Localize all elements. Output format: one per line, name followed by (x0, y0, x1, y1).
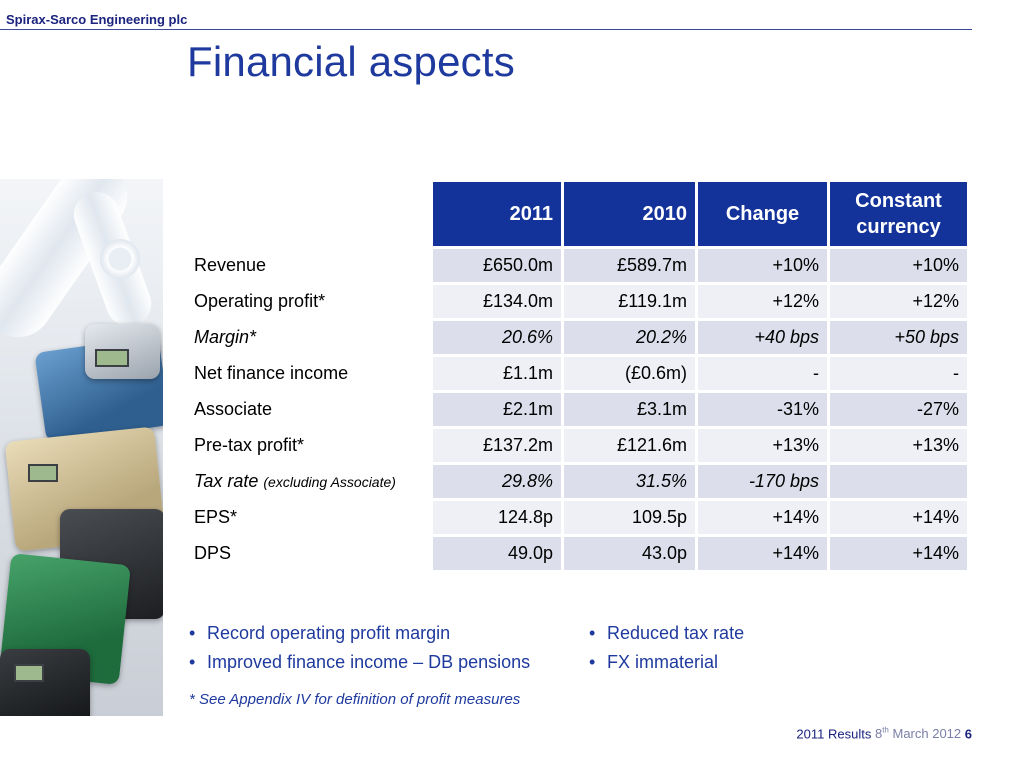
cell-constant-currency: +14% (830, 501, 967, 534)
cell-2011: £134.0m (433, 285, 561, 318)
product-photo (0, 179, 163, 716)
table-row-eps: EPS* 124.8p 109.5p +14% +14% (186, 501, 967, 534)
cell-change: +40 bps (698, 321, 827, 354)
cell-2010: 109.5p (564, 501, 695, 534)
bullet-glyph: • (189, 652, 196, 672)
cell-2010: £589.7m (564, 249, 695, 282)
cell-2011: 124.8p (433, 501, 561, 534)
cell-2011: 29.8% (433, 465, 561, 498)
table-row-operating-profit: Operating profit* £134.0m £119.1m +12% +… (186, 285, 967, 318)
header-divider (0, 29, 972, 30)
page-title: Financial aspects (187, 38, 515, 85)
footer-date: 8th March 2012 (875, 726, 961, 741)
cell-2011: £2.1m (433, 393, 561, 426)
footer-day-suffix: th (882, 726, 889, 735)
row-label-text: Tax rate (194, 471, 259, 491)
cell-2011: £650.0m (433, 249, 561, 282)
row-label: Operating profit* (194, 291, 326, 311)
row-label: Pre-tax profit* (194, 435, 305, 455)
cell-constant-currency: +10% (830, 249, 967, 282)
row-label: EPS* (194, 507, 238, 527)
bullet-text: Reduced tax rate (607, 623, 745, 643)
cell-constant-currency: -27% (830, 393, 967, 426)
column-header-2010: 2010 (564, 182, 695, 246)
bullet-text: FX immaterial (607, 652, 719, 672)
bullet-glyph: • (589, 623, 596, 643)
financial-table: 2011 2010 Change Constant currency Reven… (183, 179, 970, 573)
column-header-2011: 2011 (433, 182, 561, 246)
cell-change: +13% (698, 429, 827, 462)
bullet-item: • FX immaterial (589, 650, 744, 679)
bullet-list-left: • Record operating profit margin • Improve… (189, 621, 530, 679)
bullet-item: • Improved finance income – DB pensions (189, 650, 530, 679)
cell-constant-currency: +14% (830, 537, 967, 570)
cell-change: +14% (698, 501, 827, 534)
cell-2010: £3.1m (564, 393, 695, 426)
cell-2010: £121.6m (564, 429, 695, 462)
cell-2010: 43.0p (564, 537, 695, 570)
bullet-glyph: • (189, 623, 196, 643)
table-row-margin: Margin* 20.6% 20.2% +40 bps +50 bps (186, 321, 967, 354)
footer-day: 8 (874, 726, 883, 742)
cell-2010: (£0.6m) (564, 357, 695, 390)
cell-2010: 20.2% (564, 321, 695, 354)
cell-change: +12% (698, 285, 827, 318)
row-label: Revenue (194, 255, 267, 275)
cell-constant-currency (830, 465, 967, 498)
bullet-glyph: • (589, 652, 596, 672)
column-header-change: Change (698, 182, 827, 246)
footnote: * See Appendix IV for definition of prof… (189, 691, 521, 708)
page-number: 6 (964, 726, 972, 742)
row-label: DPS (194, 543, 232, 563)
company-name: Spirax-Sarco Engineering plc (6, 12, 188, 27)
bullet-item: • Record operating profit margin (189, 621, 530, 650)
bullet-text: Improved finance income – DB pensions (207, 652, 531, 672)
table-row-tax-rate: Tax rate (excluding Associate) 29.8% 31.… (186, 465, 967, 498)
bullet-item: • Reduced tax rate (589, 621, 744, 650)
cell-2011: £1.1m (433, 357, 561, 390)
footer-month-year: March 2012 (892, 726, 962, 742)
table-row-dps: DPS 49.0p 43.0p +14% +14% (186, 537, 967, 570)
table-header-row: 2011 2010 Change Constant currency (186, 182, 967, 246)
cell-2011: £137.2m (433, 429, 561, 462)
table-header-blank (186, 182, 430, 246)
table-row-pre-tax-profit: Pre-tax profit* £137.2m £121.6m +13% +13… (186, 429, 967, 462)
column-header-constant-currency: Constant currency (830, 182, 967, 246)
footer-results: 2011 Results (796, 726, 872, 742)
cell-2010: £119.1m (564, 285, 695, 318)
table-row-net-finance-income: Net finance income £1.1m (£0.6m) - - (186, 357, 967, 390)
cell-constant-currency: +12% (830, 285, 967, 318)
row-label: Net finance income (194, 363, 349, 383)
bullet-text: Record operating profit margin (207, 623, 451, 643)
cell-2011: 20.6% (433, 321, 561, 354)
slide-footer: 2011 Results 8th March 2012 6 (796, 726, 972, 741)
table-row-revenue: Revenue £650.0m £589.7m +10% +10% (186, 249, 967, 282)
cell-change: +14% (698, 537, 827, 570)
row-label: Margin* (194, 327, 257, 347)
cell-constant-currency: +50 bps (830, 321, 967, 354)
cell-change: -170 bps (698, 465, 827, 498)
row-label-note: (excluding Associate) (263, 474, 396, 490)
row-label: Tax rate (excluding Associate) (186, 465, 430, 498)
cell-constant-currency: - (830, 357, 967, 390)
cell-change: - (698, 357, 827, 390)
row-label: Associate (194, 399, 273, 419)
table-row-associate: Associate £2.1m £3.1m -31% -27% (186, 393, 967, 426)
cell-constant-currency: +13% (830, 429, 967, 462)
cell-2010: 31.5% (564, 465, 695, 498)
cell-2011: 49.0p (433, 537, 561, 570)
bullet-list-right: • Reduced tax rate • FX immaterial (589, 621, 744, 679)
cell-change: -31% (698, 393, 827, 426)
cell-change: +10% (698, 249, 827, 282)
